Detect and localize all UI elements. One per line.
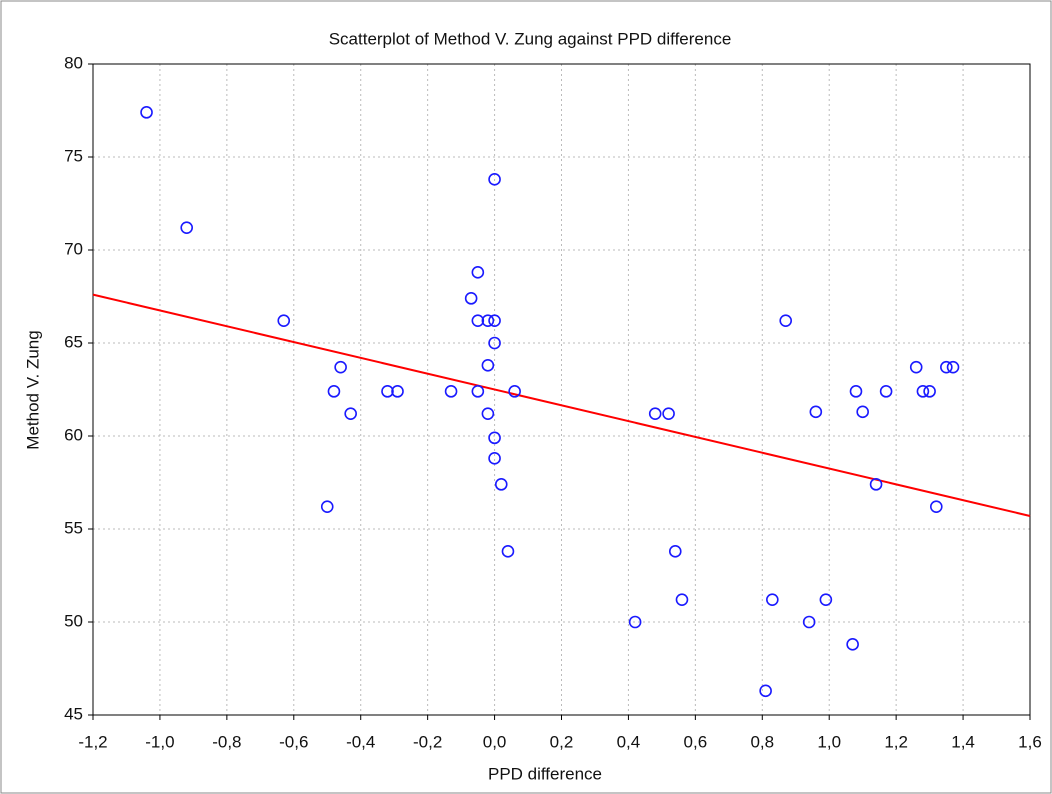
point	[327, 385, 341, 398]
plot-area	[92, 63, 1031, 716]
point	[869, 478, 883, 491]
point	[277, 314, 291, 327]
x-tick-label: 1,0	[817, 732, 841, 751]
point	[856, 405, 869, 419]
point	[940, 360, 953, 374]
point	[344, 407, 357, 420]
y-tick-label: 45	[64, 704, 83, 723]
x-tick-label: -0,8	[212, 732, 241, 751]
x-tick-label: 1,4	[951, 732, 975, 751]
y-tick-label: 80	[64, 53, 83, 72]
point	[849, 385, 863, 398]
point	[846, 638, 859, 651]
x-tick-label: -0,2	[413, 732, 442, 751]
point	[494, 478, 508, 491]
point	[879, 385, 893, 398]
point	[464, 292, 478, 305]
x-tick-label: -0,4	[346, 732, 375, 751]
point	[140, 106, 153, 119]
point	[819, 593, 833, 606]
y-tick-label: 70	[64, 239, 83, 258]
x-tick-label: -1,0	[145, 732, 174, 751]
point	[779, 314, 793, 327]
point	[444, 385, 458, 398]
x-tick-label: 0,4	[617, 732, 641, 751]
x-tick-label: -0,6	[279, 732, 308, 751]
point	[766, 593, 779, 606]
y-tick-label: 65	[64, 332, 83, 351]
point	[381, 385, 394, 398]
point	[180, 221, 193, 234]
point	[628, 615, 642, 629]
x-tick-label: 0,8	[750, 732, 774, 751]
point	[501, 545, 515, 558]
y-tick-label: 55	[64, 518, 83, 537]
point	[481, 407, 495, 420]
x-tick-label: 1,2	[884, 732, 908, 751]
chart-title: Scatterplot of Method V. Zung against PP…	[329, 29, 732, 48]
x-tick-label: 0,6	[684, 732, 708, 751]
point	[916, 385, 930, 398]
point	[929, 500, 943, 513]
x-tick-label: 0,2	[550, 732, 574, 751]
point	[481, 359, 495, 372]
point	[946, 360, 960, 374]
x-tick-label: -1,2	[78, 732, 107, 751]
point	[481, 314, 495, 327]
point	[391, 385, 404, 398]
point	[471, 266, 485, 279]
point	[488, 173, 501, 186]
point	[809, 405, 823, 419]
point	[488, 452, 501, 465]
point	[471, 314, 485, 327]
y-axis-label: Method V. Zung	[23, 330, 42, 449]
point	[909, 360, 923, 374]
y-tick-label: 60	[64, 425, 83, 444]
point	[488, 336, 501, 350]
y-tick-label: 75	[64, 146, 83, 165]
x-axis-label: PPD difference	[488, 764, 602, 783]
point	[759, 684, 772, 698]
point	[662, 407, 675, 420]
x-tick-label: 0,0	[483, 732, 507, 751]
point	[320, 500, 334, 513]
y-tick-label: 50	[64, 611, 83, 630]
x-tick-label: 1,6	[1018, 732, 1042, 751]
point	[488, 431, 501, 445]
point	[648, 407, 662, 420]
point	[508, 385, 521, 398]
point	[923, 385, 936, 398]
point	[802, 615, 816, 629]
point	[675, 593, 689, 606]
point	[488, 314, 501, 327]
point	[668, 545, 682, 558]
point	[334, 360, 347, 374]
point	[471, 385, 485, 398]
